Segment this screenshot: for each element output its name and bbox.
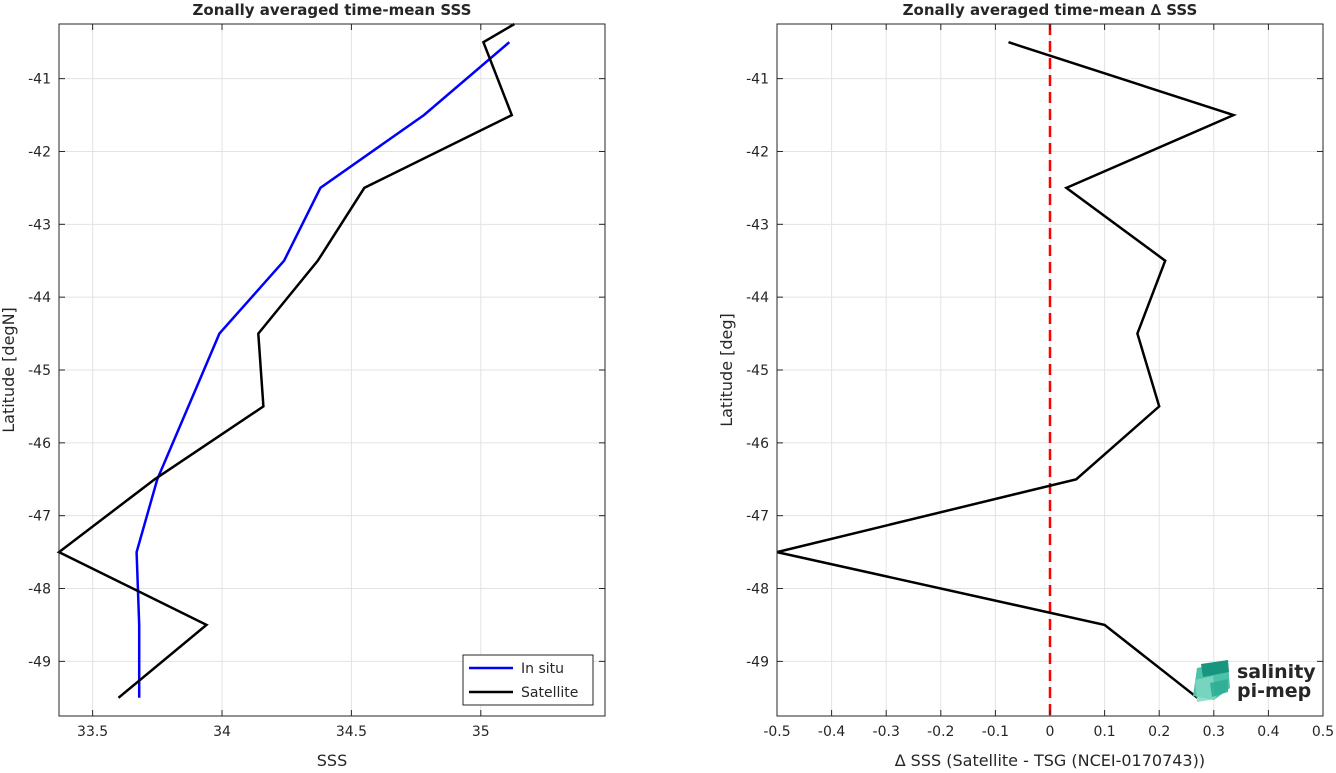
- right-ytick-label-6: -47: [746, 509, 769, 525]
- left-ytick-label-3: -44: [28, 290, 51, 306]
- right-panel: -0.5 -0.4 -0.3 -0.2 -0.1 0 0.1 0.2 0.3 0.4 0.5 -41 -…: [717, 1, 1334, 769]
- right-xtick-label-8: 0.3: [1203, 724, 1225, 740]
- right-xtick-label-9: 0.4: [1257, 724, 1279, 740]
- right-xtick-label-4: -0.1: [982, 724, 1009, 740]
- left-xtick-label-2: 34.5: [336, 724, 367, 740]
- left-ytick-label-5: -46: [28, 436, 51, 452]
- left-ytick-label-0: -41: [28, 72, 51, 88]
- left-xtick-label-3: 35: [472, 724, 490, 740]
- right-y-axis-label: Latitude [deg]: [717, 313, 736, 427]
- logo-mark-icon: [1193, 660, 1230, 702]
- right-ytick-label-5: -46: [746, 436, 769, 452]
- right-xtick-label-5: 0: [1046, 724, 1055, 740]
- left-y-axis-label: Latitude [degN]: [0, 307, 18, 433]
- right-ytick-label-3: -44: [746, 290, 769, 306]
- salinity-pimep-logo: salinity pi-mep: [1193, 660, 1316, 702]
- left-xtick-label-1: 34: [213, 724, 231, 740]
- left-x-axis-label: SSS: [317, 751, 347, 769]
- right-ytick-label-2: -43: [746, 217, 769, 233]
- right-x-axis-label: ∆ SSS (Satellite - TSG (NCEI-0170743)): [894, 751, 1205, 769]
- left-chart-title: Zonally averaged time-mean SSS: [193, 1, 472, 19]
- right-xtick-label-0: -0.5: [763, 724, 790, 740]
- right-ytick-label-1: -42: [746, 144, 769, 160]
- left-ytick-label-2: -43: [28, 217, 51, 233]
- logo-line2: pi-mep: [1237, 680, 1311, 702]
- right-xtick-label-2: -0.3: [873, 724, 900, 740]
- legend: In situ Satellite: [463, 655, 593, 705]
- right-ytick-label-4: -45: [746, 363, 769, 379]
- left-ytick-label-6: -47: [28, 509, 51, 525]
- left-panel: 33.5 34 34.5 35 -41 -42 -43 -44 -45 -46 -47 -48 -49 Z…: [0, 1, 605, 769]
- right-xtick-label-1: -0.4: [818, 724, 845, 740]
- right-xtick-label-6: 0.1: [1093, 724, 1115, 740]
- right-chart-title: Zonally averaged time-mean ∆ SSS: [903, 1, 1198, 19]
- right-xtick-label-10: 0.5: [1312, 724, 1334, 740]
- left-ytick-label-7: -48: [28, 582, 51, 598]
- right-xtick-label-3: -0.2: [927, 724, 954, 740]
- right-xtick-label-7: 0.2: [1148, 724, 1170, 740]
- left-ytick-label-4: -45: [28, 363, 51, 379]
- left-grid: [59, 24, 605, 716]
- right-ytick-label-0: -41: [746, 72, 769, 88]
- legend-label-in-situ: In situ: [521, 661, 564, 677]
- left-xtick-label-0: 33.5: [77, 724, 108, 740]
- left-ytick-label-8: -49: [28, 654, 51, 670]
- legend-label-satellite: Satellite: [521, 685, 578, 701]
- left-ytick-label-1: -42: [28, 144, 51, 160]
- left-series-line-satellite: [59, 24, 514, 698]
- right-ytick-label-8: -49: [746, 654, 769, 670]
- right-ytick-label-7: -48: [746, 582, 769, 598]
